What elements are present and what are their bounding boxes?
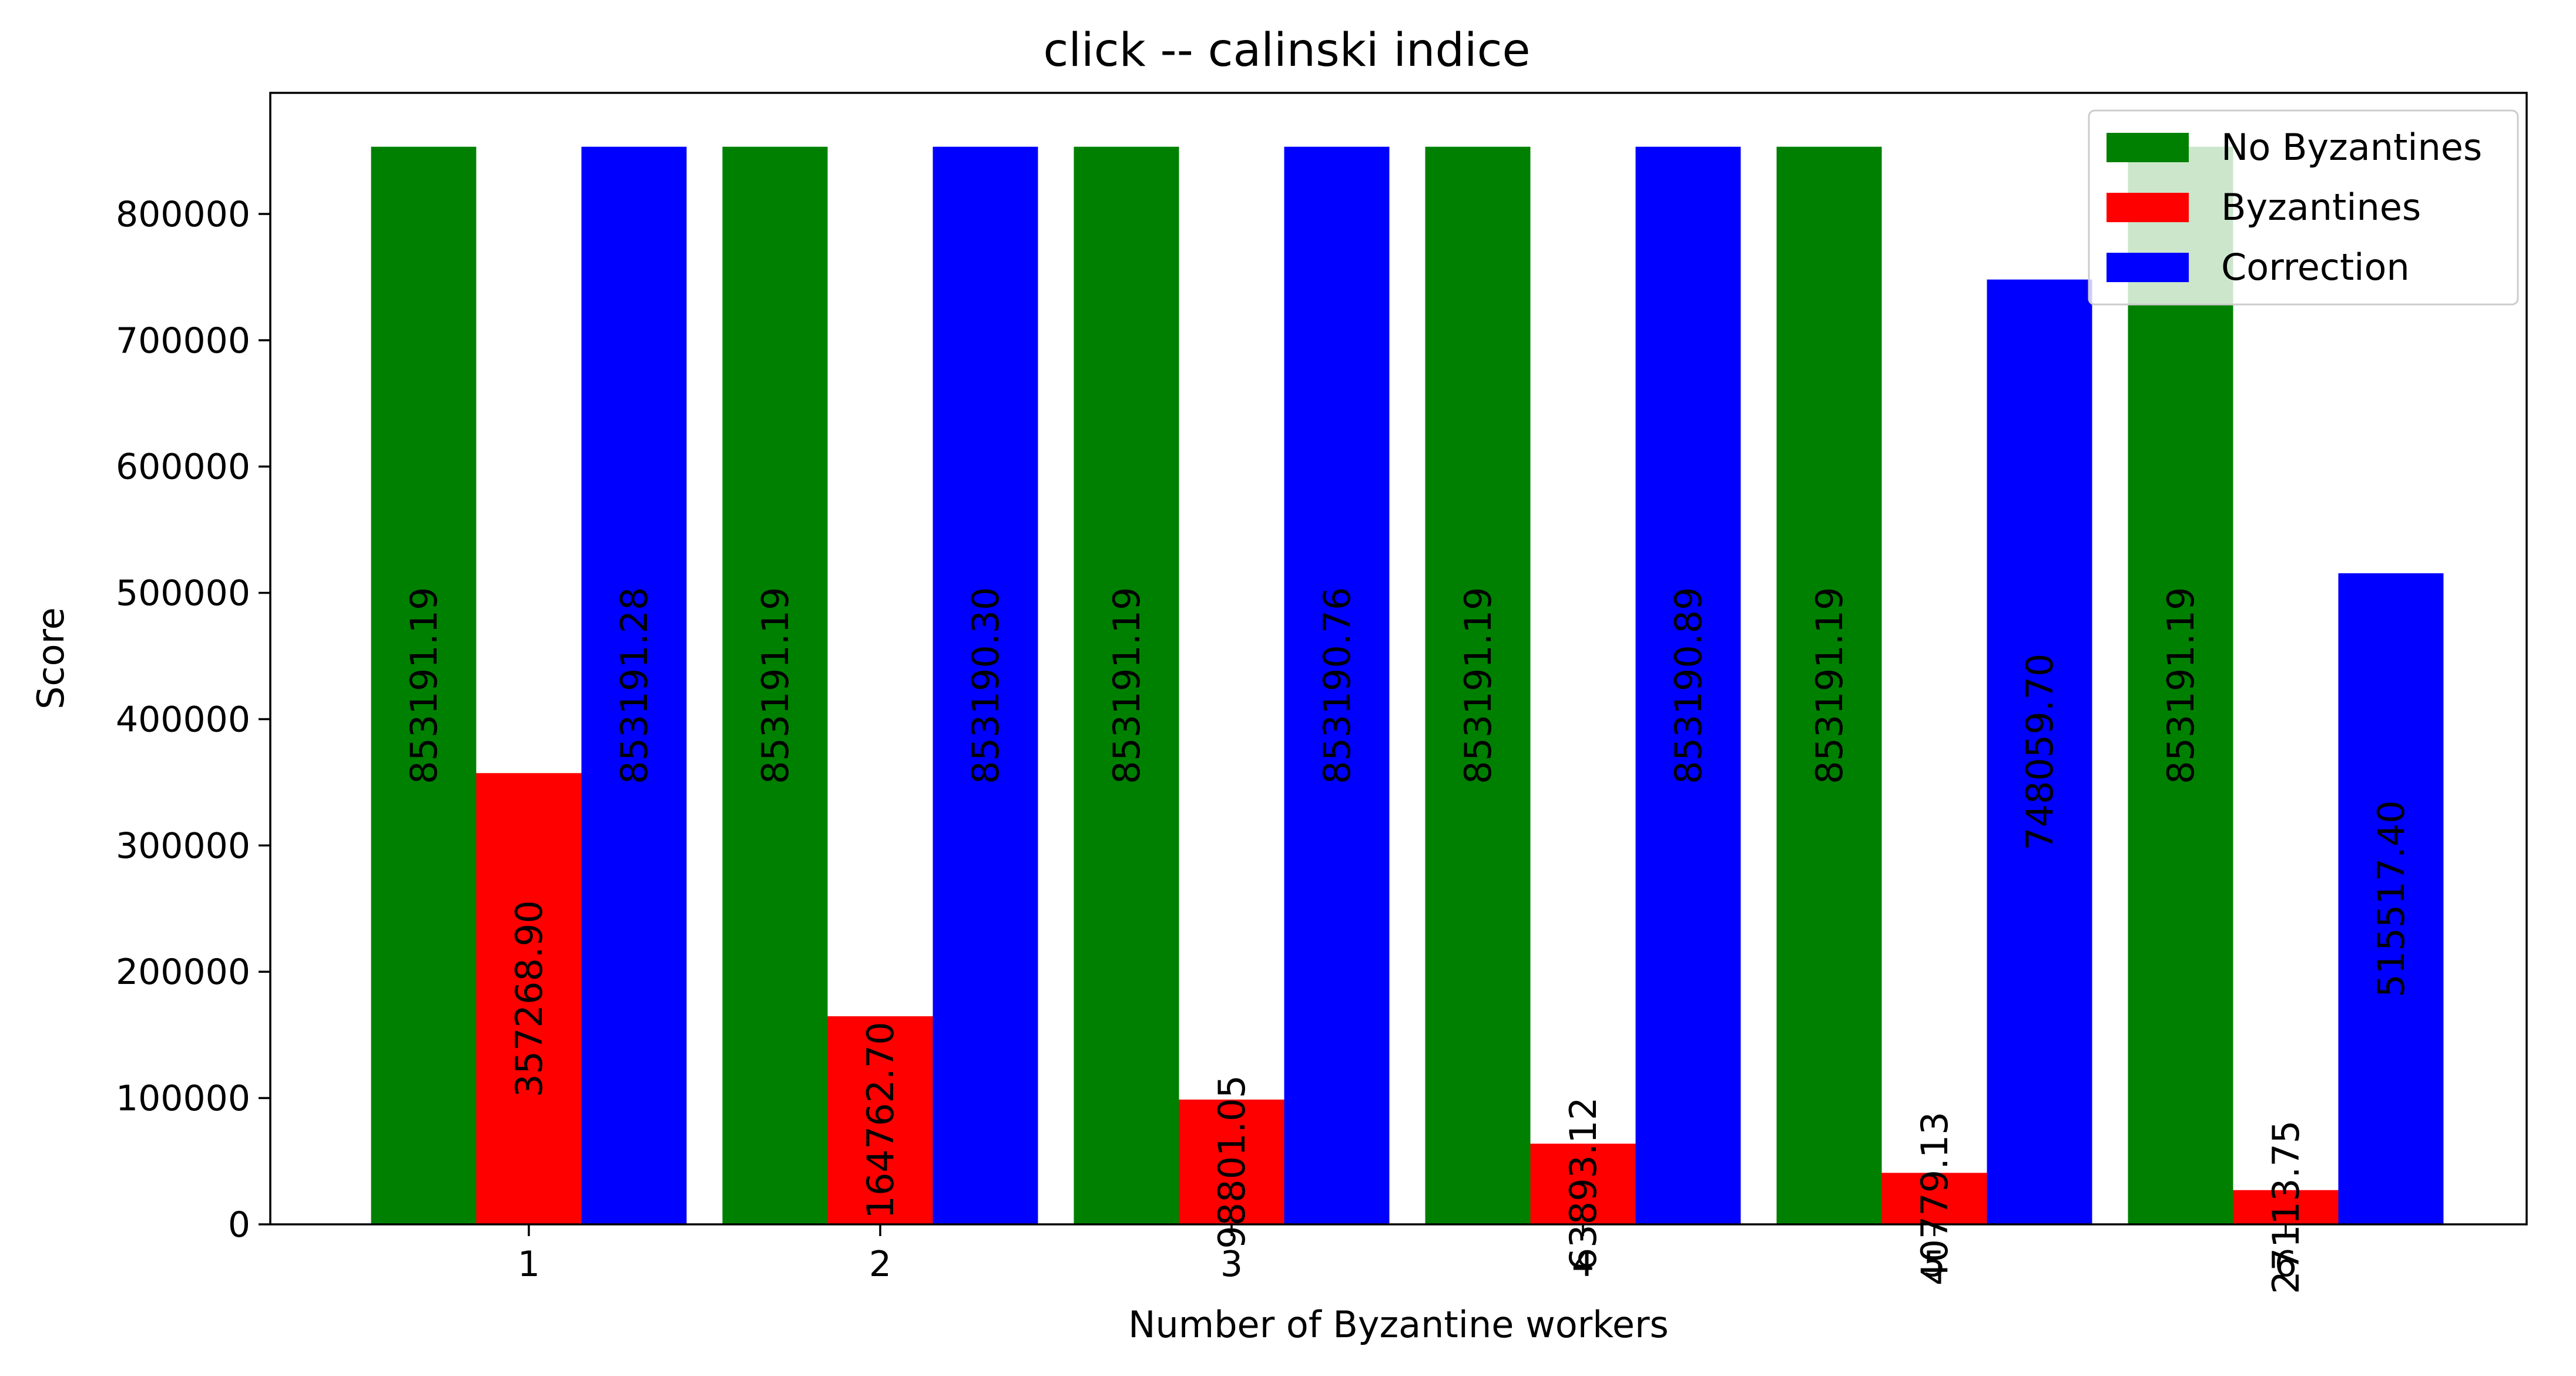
legend: No Byzantines Byzantines Correction	[2088, 109, 2519, 306]
x-tick-label: 2	[869, 1244, 891, 1285]
y-tick-label: 300000	[116, 825, 250, 866]
bar-value-label: 853190.76	[1316, 587, 1359, 784]
bar-correction-2	[933, 146, 1038, 1225]
bar-value-label: 853191.19	[1808, 587, 1851, 784]
legend-swatch	[2107, 193, 2189, 222]
bar-no-byzantines-1	[371, 146, 477, 1224]
legend-box	[2088, 109, 2519, 306]
bar-value-label: 853191.28	[613, 587, 656, 784]
x-axis: 1 2 3 4 5 6	[518, 1224, 2297, 1285]
plot-area-frame	[269, 92, 2528, 1226]
bar-value-label: 40779.13	[1913, 1111, 1956, 1285]
bar-byzantines-3	[1179, 1099, 1284, 1224]
bar-value-label: 515517.40	[2370, 800, 2413, 997]
x-tick-label: 3	[1220, 1244, 1243, 1285]
legend-label: No Byzantines	[2221, 126, 2482, 169]
bar-value-label: 63893.12	[1562, 1097, 1605, 1271]
y-tick-label: 600000	[116, 447, 250, 488]
bar-correction-4	[1635, 146, 1741, 1224]
x-tick-label: 1	[518, 1244, 540, 1285]
x-tick-label: 4	[1572, 1244, 1594, 1285]
bar-value-label: 853191.19	[1457, 587, 1500, 784]
bar-value-label: 853191.19	[402, 587, 445, 784]
bar-value-label: 853191.19	[1105, 587, 1148, 784]
y-tick-label: 100000	[116, 1078, 250, 1119]
bar-no-byzantines-5	[1776, 146, 1882, 1224]
bar-value-label: 27113.75	[2265, 1120, 2307, 1294]
y-tick-label: 500000	[116, 573, 250, 614]
legend-label: Byzantines	[2221, 186, 2421, 229]
bar-byzantines-1	[476, 773, 582, 1224]
bar-correction-3	[1284, 146, 1390, 1225]
y-tick-label: 200000	[116, 952, 250, 993]
bar-value-label: 357268.90	[508, 900, 551, 1097]
bar-no-byzantines-2	[722, 146, 828, 1224]
bar-value-label: 748059.70	[2018, 654, 2061, 851]
y-axis: 0 100000 200000 300000 400000 500000 600000 700…	[116, 194, 270, 1246]
x-tick-label: 6	[2275, 1244, 2297, 1285]
bar-correction-5	[1987, 279, 2092, 1224]
bar-value-label: 853190.30	[964, 587, 1007, 784]
bar-byzantines-4	[1530, 1143, 1636, 1224]
x-tick-label: 5	[1923, 1244, 1946, 1285]
bar-byzantines-6	[2233, 1190, 2339, 1224]
bars-group	[371, 146, 2444, 1225]
bar-correction-1	[581, 146, 687, 1225]
y-tick-label: 400000	[116, 699, 250, 740]
bar-value-label: 853190.89	[1667, 587, 1710, 784]
legend-swatch	[2107, 253, 2189, 282]
bar-no-byzantines-3	[1074, 146, 1179, 1224]
y-tick-label: 0	[228, 1204, 250, 1246]
chart-title: click -- calinski indice	[1043, 24, 1530, 77]
bar-correction-6	[2338, 573, 2444, 1225]
y-tick-label: 800000	[116, 194, 250, 235]
y-tick-label: 700000	[116, 320, 250, 361]
legend-swatch	[2107, 133, 2189, 162]
x-axis-label: Number of Byzantine workers	[1128, 1303, 1669, 1346]
bar-value-label: 164762.70	[859, 1022, 902, 1218]
bar-byzantines-2	[827, 1016, 933, 1224]
bar-no-byzantines-6	[2128, 146, 2233, 1224]
y-axis-label: Score	[29, 607, 72, 709]
bar-value-label: 853191.19	[754, 587, 797, 784]
bar-value-label: 98801.05	[1210, 1075, 1253, 1249]
bar-byzantines-5	[1881, 1173, 1987, 1224]
legend-label: Correction	[2221, 246, 2410, 289]
bar-value-label: 853191.19	[2159, 587, 2202, 784]
bar-no-byzantines-4	[1425, 146, 1531, 1224]
